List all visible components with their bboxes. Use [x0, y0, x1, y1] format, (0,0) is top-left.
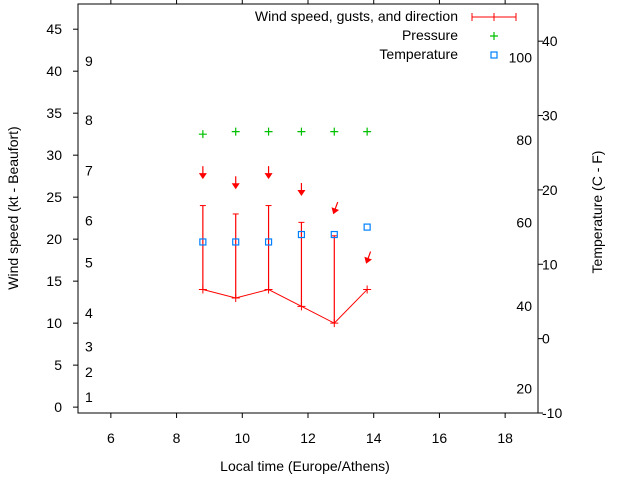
y-tick-label: 15 [46, 273, 62, 289]
temperature-point [264, 238, 273, 246]
arrow-head [231, 183, 240, 190]
fahrenheit-label: 40 [516, 298, 532, 314]
beaufort-label: 7 [85, 162, 93, 178]
y2-tick-label: -10 [542, 405, 562, 421]
legend-pressure-sample [490, 32, 498, 40]
y-tick-label: 35 [46, 105, 62, 121]
y2-tick-label: 20 [542, 182, 558, 198]
beaufort-label: 8 [85, 112, 93, 128]
wind-direction-arrow [198, 166, 207, 180]
y2-axis-label: Temperature (C - F) [589, 151, 605, 274]
beaufort-label: 6 [85, 213, 93, 229]
wind-speed-point [363, 285, 372, 294]
y-tick-label: 45 [46, 21, 62, 37]
y-tick-label: 5 [54, 357, 62, 373]
axis-ticks: 6 8 10 12 14 16 18051015202530354045-100102030… [46, 0, 562, 446]
x-tick-label: 14 [366, 430, 382, 446]
beaufort-label: 1 [85, 389, 93, 405]
fahrenheit-label: 20 [516, 380, 532, 396]
x-tick-label: 6 [107, 430, 115, 446]
y-tick-label: 0 [54, 399, 62, 415]
wind-direction-arrow [364, 251, 372, 264]
fahrenheit-label: 60 [516, 215, 532, 231]
beaufort-label: 9 [85, 53, 93, 69]
data-marks [198, 127, 372, 328]
legend-temperature-sample [490, 51, 498, 59]
wind-direction-arrow [297, 182, 306, 196]
beaufort-label: 4 [85, 305, 93, 321]
temperature-point [297, 230, 306, 239]
x-tick-label: 18 [497, 430, 513, 446]
y2-tick-label: 0 [542, 331, 550, 347]
pressure-point [264, 127, 273, 136]
fahrenheit-label: 100 [509, 50, 533, 66]
temperature-point [330, 230, 338, 239]
beaufort-label: 3 [85, 339, 93, 355]
legend-wind-sample [471, 13, 517, 21]
x-tick-label: 16 [432, 430, 448, 446]
y-tick-label: 25 [46, 189, 62, 205]
wind-direction-arrow [231, 176, 240, 190]
beaufort-label: 5 [85, 255, 93, 271]
y2-tick-label: 40 [542, 33, 558, 49]
pressure-point [330, 127, 339, 136]
x-axis-label: Local time (Europe/Athens) [220, 458, 390, 474]
temperature-point [363, 223, 371, 231]
x-tick-label: 8 [173, 430, 181, 446]
temperature-point [232, 238, 240, 246]
beaufort-label: 2 [85, 364, 93, 380]
legend-temperature-label: Temperature [379, 46, 458, 62]
wind-direction-arrow [331, 201, 340, 215]
wind-direction-arrow [264, 166, 273, 180]
pressure-point [297, 127, 306, 136]
fahrenheit-label: 80 [516, 132, 532, 148]
y-tick-label: 40 [46, 63, 62, 79]
legend-pressure-label: Pressure [402, 27, 458, 43]
legend-wind-label: Wind speed, gusts, and direction [255, 8, 458, 24]
y-tick-label: 10 [46, 315, 62, 331]
arrow-head [297, 189, 306, 196]
temperature-point [199, 238, 207, 246]
x-tick-label: 10 [234, 430, 250, 446]
arrow-head [364, 256, 372, 264]
y2-tick-label: 30 [542, 108, 558, 124]
legend: Wind speed, gusts, and direction Pressur… [255, 8, 517, 62]
plot-frame [77, 3, 539, 414]
pressure-point [363, 127, 372, 136]
wind-speed-line [202, 289, 368, 324]
x-tick-label: 12 [300, 430, 316, 446]
y-tick-label: 30 [46, 147, 62, 163]
y2-tick-label: 10 [542, 256, 558, 272]
y-axis-label: Wind speed (kt - Beaufort) [5, 126, 21, 289]
arrow-head [264, 173, 273, 180]
arrow-head [331, 207, 340, 215]
pressure-point [231, 127, 240, 136]
y-tick-label: 20 [46, 231, 62, 247]
arrow-head [198, 173, 207, 180]
pressure-point [198, 130, 207, 139]
